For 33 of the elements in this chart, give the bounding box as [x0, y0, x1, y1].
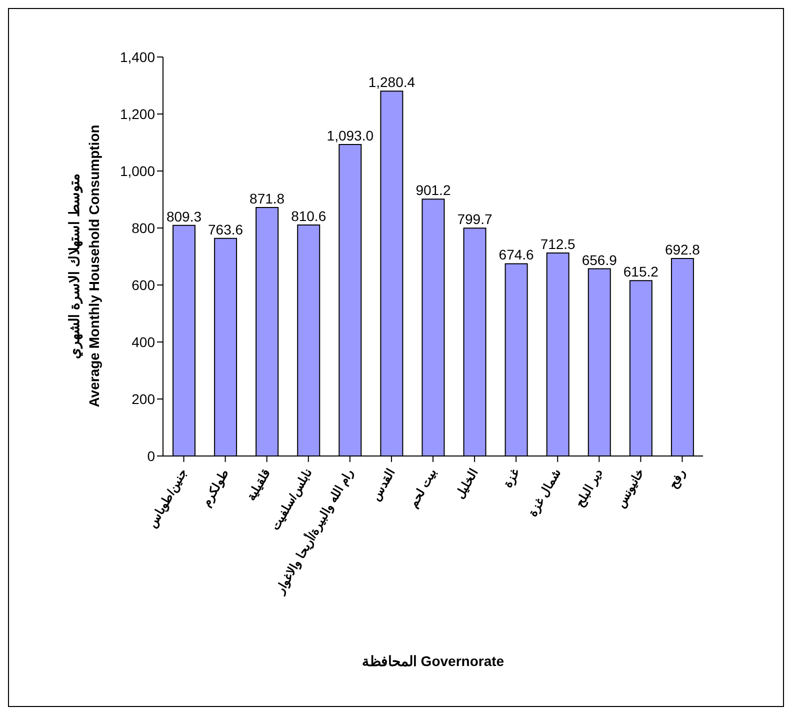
- data-label: 674.6: [498, 246, 534, 263]
- x-tick-label: خانيونس: [614, 466, 648, 510]
- x-tick-label: رفح: [666, 466, 690, 492]
- y-tick-label: 1,400: [120, 48, 156, 65]
- data-label: 799.7: [457, 211, 492, 228]
- data-label: 615.2: [623, 264, 659, 280]
- data-label: 1,093.0: [326, 127, 374, 144]
- x-axis-title: المحافظة Governorate: [362, 653, 504, 669]
- y-tick-label: 400: [132, 334, 156, 350]
- x-tick-label: شمال غزة: [525, 466, 565, 520]
- data-label: 871.8: [250, 190, 285, 207]
- data-label: 692.8: [664, 242, 700, 258]
- x-tick-label: طولكرم: [198, 466, 232, 510]
- y-tick-label: 0: [147, 448, 156, 464]
- x-tick-label: بيت لحم: [406, 466, 440, 511]
- data-label: 712.5: [540, 236, 576, 252]
- x-tick-label: الخليل: [452, 466, 481, 502]
- data-label: 656.9: [582, 252, 618, 268]
- x-tick-label: دير البلح: [572, 466, 606, 510]
- y-tick-label: 1,000: [120, 162, 156, 179]
- x-tick-label: غزة: [500, 466, 524, 490]
- y-tick-label: 1,200: [120, 106, 156, 122]
- data-label: 809.3: [166, 208, 202, 224]
- data-label: 1,280.4: [368, 74, 416, 90]
- y-tick-label: 600: [132, 276, 156, 293]
- data-label: 810.6: [291, 208, 326, 224]
- x-tick-label: قلقيلية: [244, 466, 273, 503]
- x-tick-label: القدس: [368, 466, 398, 504]
- data-label: 763.6: [208, 221, 244, 238]
- x-tick-label: جنين/طوباس: [145, 466, 191, 531]
- data-label: 901.2: [416, 182, 451, 198]
- y-tick-label: 800: [132, 220, 156, 236]
- y-tick-label: 200: [132, 390, 156, 407]
